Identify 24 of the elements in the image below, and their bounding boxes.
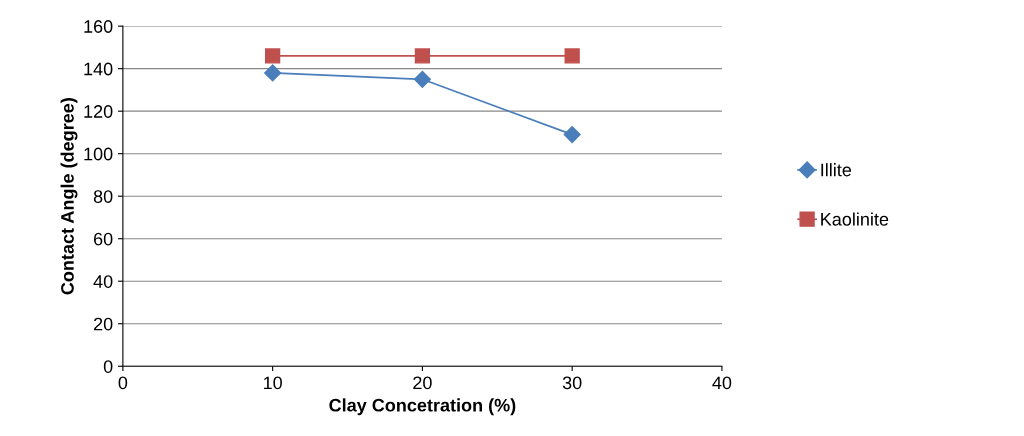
x-tick-label: 20 [413,376,432,390]
legend-label: Kaolinite [821,212,889,226]
x-tick-label: 30 [562,376,582,390]
y-tick-label: 140 [84,62,113,76]
y-tick-label: 100 [84,147,113,161]
y-tick-label: 20 [93,317,113,331]
x-tick-label: 0 [118,376,128,390]
x-axis-title: Clay Concetration (%) [329,398,516,416]
y-tick-label: 80 [93,190,113,203]
legend-label: Illite [821,163,852,177]
point [264,64,282,82]
point [265,48,281,64]
point [414,48,431,64]
point [564,48,580,64]
y-tick-label: 160 [84,20,113,33]
point [563,126,581,144]
y-tick-label: 120 [84,105,113,118]
y-tick-label: 60 [93,232,113,246]
x-tick-label: 10 [263,376,282,390]
x-tick-label: 40 [712,376,732,390]
y-tick-label: 0 [103,360,113,373]
y-axis-title: Contact Angle (degree) [60,98,78,295]
y-tick-label: 40 [93,275,113,288]
point [413,70,431,88]
